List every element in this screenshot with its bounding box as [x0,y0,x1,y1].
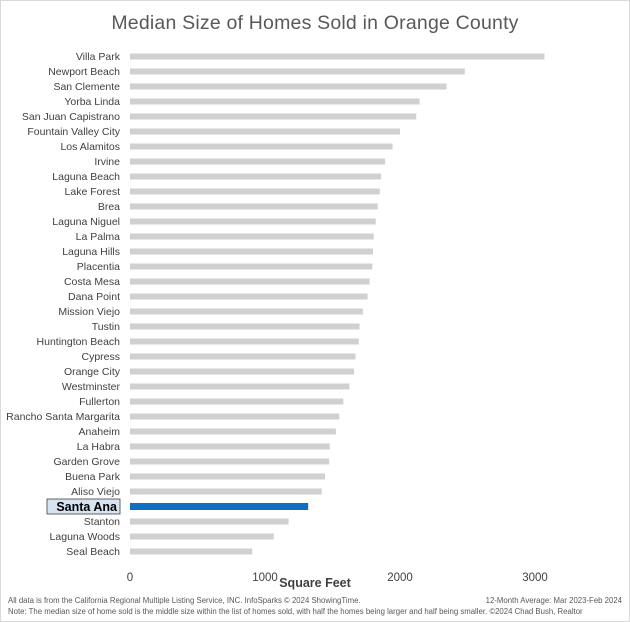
bar-newport-beach [130,68,465,75]
chart-title: Median Size of Homes Sold in Orange Coun… [111,12,519,34]
category-label-rancho-santa-margarita: Rancho Santa Margarita [6,411,120,423]
category-label-tustin: Tustin [92,321,120,333]
category-label-san-clemente: San Clemente [53,81,120,93]
bar-aliso-viejo [130,488,322,495]
bar-garden-grove [130,458,330,465]
bar-brea [130,203,378,210]
bar-rancho-santa-margarita [130,413,340,420]
category-label-los-alamitos: Los Alamitos [60,141,120,153]
period-note: 12-Month Average: Mar 2023-Feb 2024 [485,596,622,605]
bar-orange-city [130,368,355,375]
bar-mission-viejo [130,308,363,315]
bar-san-juan-capistrano [130,113,417,120]
category-label-stanton: Stanton [84,516,120,528]
category-label-irvine: Irvine [94,156,120,168]
x-tick-label-2000: 2000 [387,572,413,584]
category-label-lake-forest: Lake Forest [65,186,121,198]
category-label-laguna-hills: Laguna Hills [62,246,120,258]
bar-cypress [130,353,356,360]
bar-los-alamitos [130,143,393,150]
category-label-san-juan-capistrano: San Juan Capistrano [22,111,120,123]
category-label-newport-beach: Newport Beach [48,66,120,78]
category-label-costa-mesa: Costa Mesa [64,276,120,288]
bar-seal-beach [130,548,253,555]
category-label-laguna-beach: Laguna Beach [52,171,120,183]
category-label-laguna-woods: Laguna Woods [50,531,120,543]
category-label-huntington-beach: Huntington Beach [37,336,121,348]
category-label-fountain-valley-city: Fountain Valley City [27,126,120,138]
category-label-yorba-linda: Yorba Linda [64,96,120,108]
category-label-placentia: Placentia [77,261,120,273]
source-note: All data is from the California Regional… [8,596,361,605]
bar-buena-park [130,473,326,480]
definition-note: Note: The median size of home sold is th… [8,607,583,616]
category-label-orange-city: Orange City [64,366,121,378]
bar-anaheim [130,428,336,435]
category-label-anaheim: Anaheim [79,426,121,438]
category-label-la-habra: La Habra [77,441,120,453]
bar-yorba-linda [130,98,420,105]
x-axis-label: Square Feet [279,576,351,590]
category-label-garden-grove: Garden Grove [53,456,120,468]
bar-la-palma [130,233,374,240]
x-tick-label-0: 0 [127,572,133,584]
bar-laguna-hills [130,248,373,255]
bar-santa-ana [130,503,309,510]
bar-lake-forest [130,188,380,195]
bar-laguna-niguel [130,218,376,225]
bar-laguna-beach [130,173,382,180]
bar-stanton [130,518,289,525]
category-label-la-palma: La Palma [76,231,121,243]
bar-laguna-woods [130,533,274,540]
bar-la-habra [130,443,330,450]
category-label-fullerton: Fullerton [79,396,120,408]
bar-fountain-valley-city [130,128,400,135]
category-label-mission-viejo: Mission Viejo [58,306,120,318]
category-label-buena-park: Buena Park [65,471,121,483]
category-label-dana-point: Dana Point [68,291,120,303]
bar-costa-mesa [130,278,370,285]
highlight-label-box [46,498,121,515]
bar-san-clemente [130,83,447,90]
category-label-brea: Brea [98,201,120,213]
bar-dana-point [130,293,368,300]
category-label-cypress: Cypress [81,351,120,363]
bar-tustin [130,323,360,330]
bar-huntington-beach [130,338,359,345]
category-label-santa-ana: Santa Ana [56,500,118,514]
bar-westminster [130,383,350,390]
category-label-aliso-viejo: Aliso Viejo [71,486,120,498]
category-label-seal-beach: Seal Beach [66,546,120,558]
bar-placentia [130,263,373,270]
category-label-westminster: Westminster [62,381,121,393]
bar-villa-park [130,53,545,60]
bar-fullerton [130,398,344,405]
x-tick-label-3000: 3000 [522,572,548,584]
bar-irvine [130,158,386,165]
category-label-villa-park: Villa Park [76,51,121,63]
x-tick-label-1000: 1000 [252,572,278,584]
category-label-laguna-niguel: Laguna Niguel [52,216,120,228]
